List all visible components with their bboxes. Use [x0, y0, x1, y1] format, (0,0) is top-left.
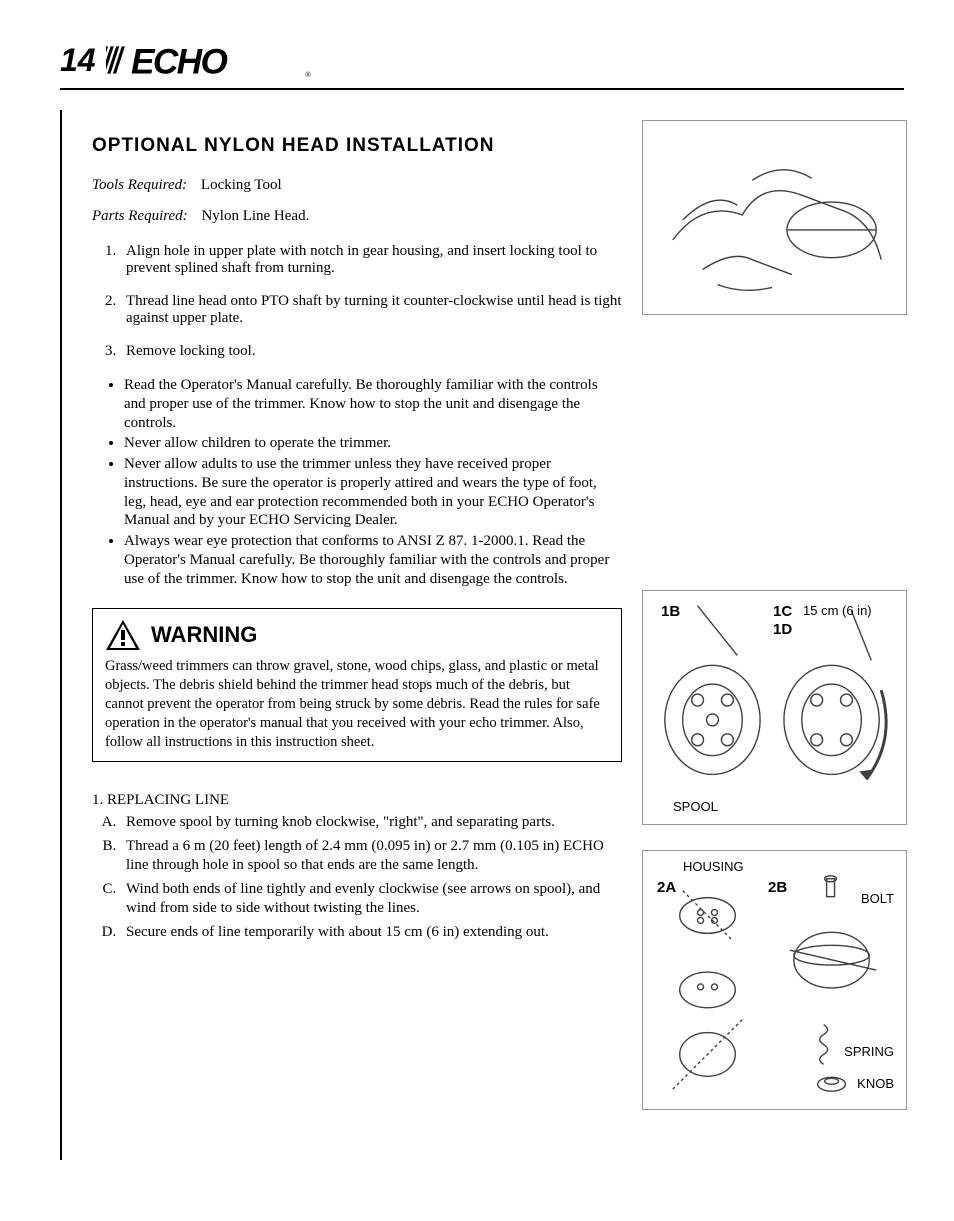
warning-label: WARNING — [151, 621, 257, 650]
svg-text:ECHO: ECHO — [131, 43, 227, 80]
header-rule — [60, 88, 904, 90]
lettered-item: Remove spool by turning knob clockwise, … — [120, 813, 622, 833]
content-columns: OPTIONAL NYLON HEAD INSTALLATION Tools R… — [60, 110, 904, 1160]
install-illustration — [643, 120, 906, 315]
replacing-heading: 1. REPLACING LINE — [92, 792, 622, 809]
assembly-illustration — [643, 850, 906, 1110]
section-title: OPTIONAL NYLON HEAD INSTALLATION — [92, 135, 622, 157]
step-item: Align hole in upper plate with notch in … — [120, 243, 622, 277]
page-header: 14 ECHO ® — [60, 40, 904, 80]
bullet-item: Always wear eye protection that conforms… — [124, 532, 622, 588]
step-item: Thread line head onto PTO shaft by turni… — [120, 293, 622, 327]
warning-text: Grass/weed trimmers can throw gravel, st… — [105, 657, 609, 751]
warning-head: WARNING — [105, 619, 609, 651]
replacing-steps: Remove spool by turning knob clockwise, … — [92, 813, 622, 942]
right-column: 1B 1C 15 cm (6 in) 1D SPOOL — [642, 110, 904, 1160]
install-steps: Align hole in upper plate with notch in … — [92, 243, 622, 360]
parts-label: Parts Required: — [92, 208, 188, 224]
tools-value: Locking Tool — [201, 177, 282, 193]
warning-box: WARNING Grass/weed trimmers can throw gr… — [92, 608, 622, 762]
figure-spool: 1B 1C 15 cm (6 in) 1D SPOOL — [642, 590, 907, 825]
parts-required: Parts Required: Nylon Line Head. — [92, 208, 622, 225]
tools-required: Tools Required: Locking Tool — [92, 177, 622, 194]
bullet-item: Never allow adults to use the trimmer un… — [124, 455, 622, 530]
figure-assembly: HOUSING 2A 2B BOLT SPRING KNOB — [642, 850, 907, 1110]
bullet-item: Read the Operator's Manual carefully. Be… — [124, 376, 622, 432]
spool-illustration — [643, 590, 906, 825]
lettered-item: Secure ends of line temporarily with abo… — [120, 923, 622, 943]
lettered-item: Wind both ends of line tightly and evenl… — [120, 880, 622, 919]
tools-label: Tools Required: — [92, 177, 187, 193]
svg-text:®: ® — [305, 70, 311, 79]
safety-bullets: Read the Operator's Manual carefully. Be… — [102, 376, 622, 588]
step-item: Remove locking tool. — [120, 343, 622, 360]
figure-install — [642, 120, 907, 315]
echo-logo: ECHO ® — [106, 40, 316, 80]
left-column: OPTIONAL NYLON HEAD INSTALLATION Tools R… — [92, 110, 622, 1160]
warning-icon — [105, 619, 141, 651]
parts-value: Nylon Line Head. — [201, 208, 309, 224]
bullet-item: Never allow children to operate the trim… — [124, 434, 622, 453]
lettered-item: Thread a 6 m (20 feet) length of 2.4 mm … — [120, 837, 622, 876]
page-number: 14 — [60, 42, 96, 79]
